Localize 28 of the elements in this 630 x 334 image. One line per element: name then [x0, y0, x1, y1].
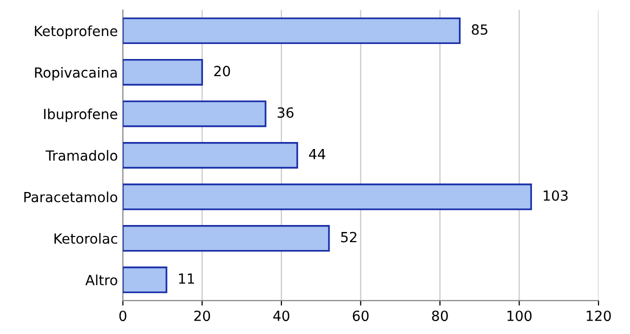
data-label: 11 — [179, 274, 194, 284]
data-label: 103 — [544, 190, 568, 201]
y-tick-label: Paracetamolo — [24, 192, 118, 202]
y-tick-label: Ropivacaina — [35, 67, 117, 80]
x-tick-label: 80 — [432, 310, 448, 322]
y-tick-label: Ketoprofene — [34, 26, 118, 39]
x-tick-label: 120 — [586, 310, 611, 322]
x-tick-label: 0 — [119, 310, 126, 322]
y-tick-label: Tramadolo — [46, 150, 118, 161]
bar — [122, 184, 532, 210]
data-label: 52 — [341, 232, 356, 242]
bar — [122, 59, 203, 86]
bar — [122, 142, 298, 169]
data-label: 85 — [472, 24, 488, 35]
bar — [122, 266, 168, 294]
bar — [122, 100, 266, 128]
x-tick-label: 60 — [352, 310, 369, 322]
x-tick-label: 20 — [194, 310, 210, 322]
y-tick-label: Altro — [85, 274, 118, 286]
x-tick-label: 100 — [507, 310, 532, 322]
bar — [122, 17, 461, 44]
x-tick-label: 40 — [273, 310, 290, 322]
bar — [122, 225, 330, 252]
data-label: 36 — [278, 107, 294, 118]
y-tick-label: Ibuprofene — [44, 108, 118, 122]
data-label: 44 — [309, 149, 326, 160]
data-label: 20 — [214, 66, 230, 76]
y-tick-label: Ketorolac — [54, 233, 118, 244]
